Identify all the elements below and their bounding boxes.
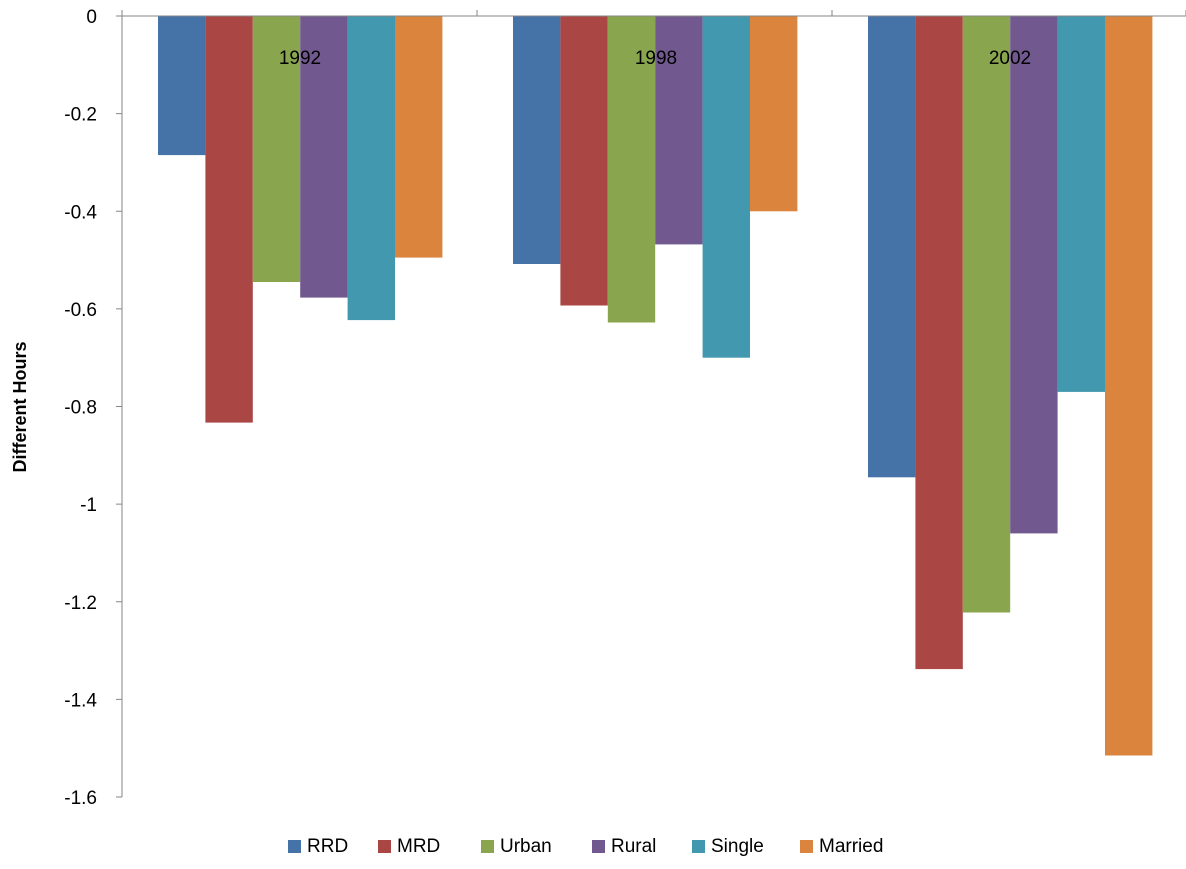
legend-swatch-rrd [288, 840, 301, 853]
bar-rrd-1998 [513, 16, 561, 264]
y-tick-label: -0.4 [64, 202, 97, 223]
category-label-1992: 1992 [279, 48, 321, 69]
y-ticks-layer: 0 -0.2 -0.4 -0.6 -0.8 -1 -1.2 -1.4 -1.6 [64, 7, 122, 809]
legend-swatch-mrd [378, 840, 391, 853]
bar-rural-2002 [1010, 16, 1058, 534]
bar-single-1992 [347, 16, 395, 321]
category-label-1998: 1998 [635, 48, 677, 69]
bar-single-1998 [702, 16, 750, 358]
bar-married-1992 [395, 16, 443, 258]
legend-label-single: Single [711, 836, 764, 857]
bar-rrd-1992 [158, 16, 206, 156]
y-tick-label: -0.2 [64, 105, 97, 126]
bar-rural-1992 [300, 16, 348, 298]
bar-mrd-1998 [560, 16, 608, 306]
bar-rrd-2002 [868, 16, 916, 478]
bar-urban-1992 [252, 16, 301, 282]
category-label-2002: 2002 [989, 48, 1031, 69]
legend-label-rural: Rural [611, 836, 656, 857]
y-tick-label: -1.4 [64, 690, 97, 711]
bar-mrd-1992 [205, 16, 253, 423]
bar-mrd-2002 [915, 16, 963, 670]
legend-swatch-single [692, 840, 705, 853]
legend-label-rrd: RRD [307, 836, 348, 857]
bar-rural-1998 [655, 16, 703, 245]
y-tick-label: -1.2 [64, 593, 97, 614]
category-labels-layer: 1992 1998 2002 [279, 48, 1031, 69]
legend-swatch-married [800, 840, 813, 853]
y-tick-label: -0.8 [64, 398, 97, 419]
legend-swatch-rural [592, 840, 605, 853]
legend-label-mrd: MRD [397, 836, 440, 857]
y-tick-label: -1 [80, 495, 97, 516]
bar-urban-1998 [607, 16, 656, 323]
bar-urban-2002 [962, 16, 1011, 613]
y-axis-title: Different Hours [10, 341, 30, 472]
y-tick-label: 0 [86, 7, 97, 28]
legend: RRD MRD Urban Rural Single Married [288, 836, 883, 857]
bar-married-2002 [1105, 16, 1153, 756]
legend-swatch-urban [481, 840, 494, 853]
legend-label-urban: Urban [500, 836, 552, 857]
bar-married-1998 [750, 16, 798, 212]
bar-single-2002 [1057, 16, 1105, 392]
bars-layer [158, 16, 1153, 756]
y-tick-label: -0.6 [64, 300, 97, 321]
y-tick-label: -1.6 [64, 788, 97, 809]
legend-label-married: Married [819, 836, 883, 857]
